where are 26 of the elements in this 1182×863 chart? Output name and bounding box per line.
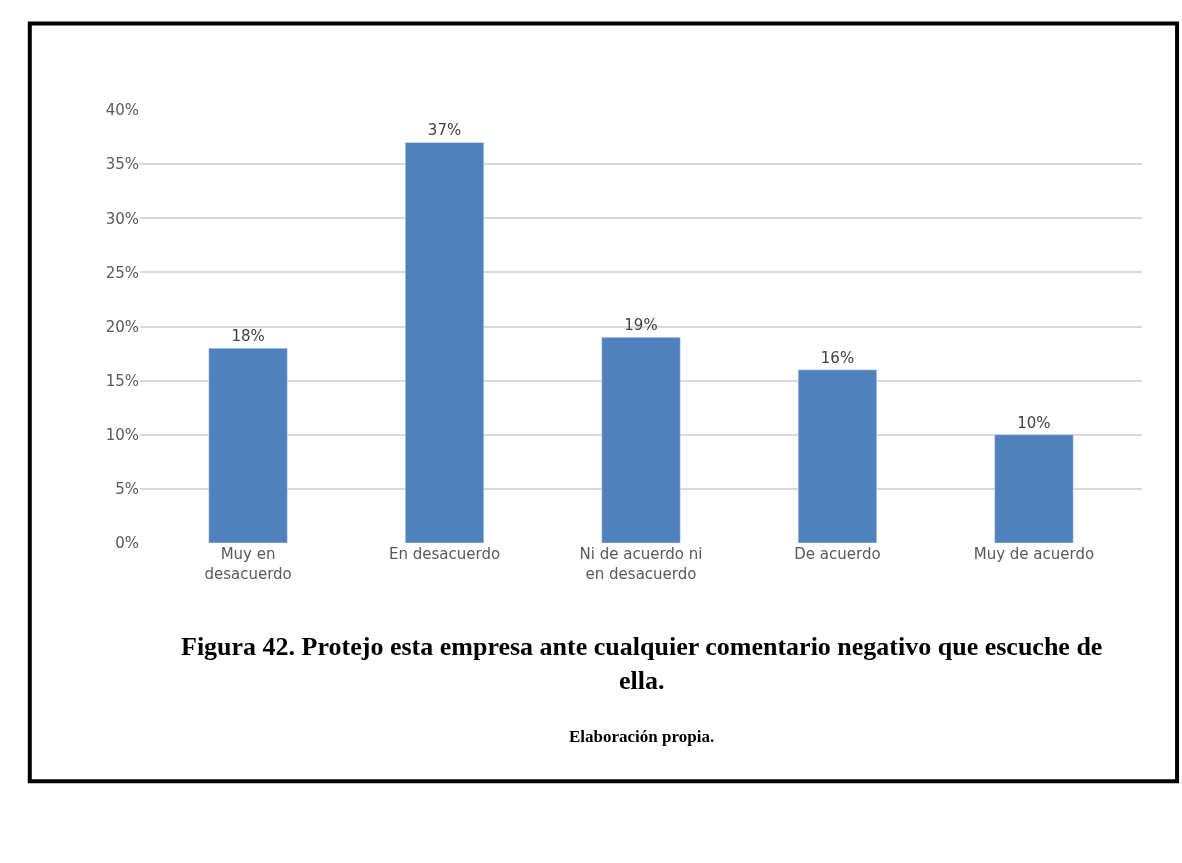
text: Figura 42. Protejo esta empresa ante cualquier comentario negativo que escuche de ella. [181,632,1103,695]
bar [208,347,288,543]
x-tick-label: Ni de acuerdo ni en desacuerdo [579,545,703,583]
bar [994,434,1074,543]
bar [404,142,485,543]
data-label: 37% [427,121,462,140]
bar [797,369,878,543]
text: Elaboración propia. [569,727,715,746]
y-tick-label: 5% [115,480,139,499]
x-tick-label: En desacuerdo [388,545,501,563]
y-tick-label: 20% [105,317,139,336]
data-label: 18% [231,327,265,346]
y-tick-label: 10% [105,426,139,444]
data-label: 16% [820,348,855,367]
y-tick-label: 40% [105,101,139,120]
y-tick-label: 35% [105,155,139,174]
x-tick-label: Muy en desacuerdo [204,545,292,583]
y-tick-label: 0% [115,534,139,553]
x-tick-label: De acuerdo [794,545,881,563]
data-label: 10% [1017,413,1051,432]
bar [601,337,681,543]
data-label: 19% [624,316,658,335]
y-tick-label: 25% [105,263,139,282]
x-tick-label: Muy de acuerdo [973,545,1095,563]
y-tick-label: 15% [105,371,139,390]
y-tick-label: 30% [105,209,139,228]
